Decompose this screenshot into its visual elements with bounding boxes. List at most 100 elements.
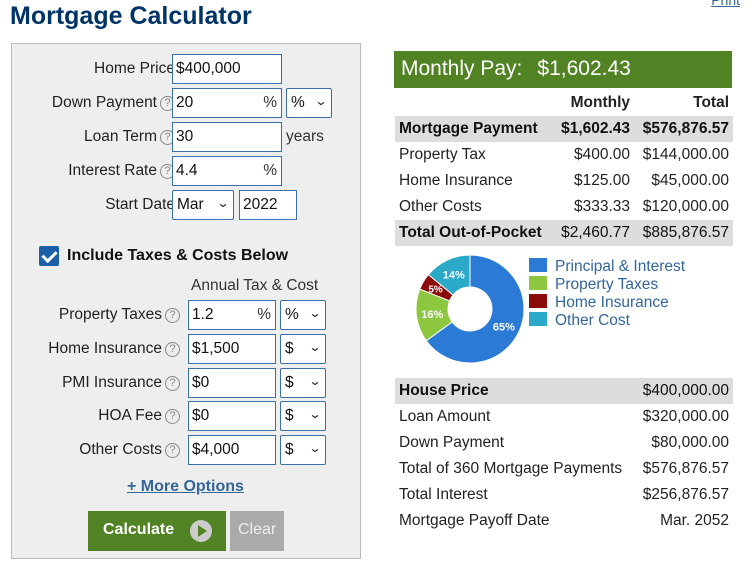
monthly-pay-value: $1,602.43 xyxy=(537,57,631,80)
print-link[interactable]: Print xyxy=(711,0,740,8)
loan-term-label: Loan Term? xyxy=(84,128,175,146)
interest-rate-input[interactable]: 4.4 % xyxy=(172,156,282,186)
legend-swatch-property-taxes xyxy=(529,276,547,290)
interest-rate-label: Interest Rate? xyxy=(68,162,175,180)
pmi-insurance-input[interactable]: $0 xyxy=(188,368,276,398)
table-row: Home Insurance $125.00 $45,000.00 xyxy=(395,168,733,194)
summary-label: House Price xyxy=(395,378,636,404)
start-year-input[interactable]: 2022 xyxy=(239,190,297,220)
start-month-select[interactable]: Mar ⌄ xyxy=(172,190,234,220)
summary-row: Mortgage Payoff Date Mar. 2052 xyxy=(395,508,733,534)
down-payment-row: Down Payment? 20 % % ⌄ xyxy=(12,88,360,118)
help-icon[interactable]: ? xyxy=(165,409,180,424)
hoa-fee-row: HOA Fee? $0 $ ⌄ xyxy=(12,401,360,431)
summary-label: Loan Amount xyxy=(399,408,491,425)
donut-slice-label: 14% xyxy=(443,270,465,282)
legend-item: Principal & Interest xyxy=(529,258,685,276)
summary-row: House Price $400,000.00 xyxy=(395,378,733,404)
help-icon[interactable]: ? xyxy=(165,443,180,458)
loan-term-value: 30 xyxy=(176,128,194,145)
hoa-fee-unit-select[interactable]: $ ⌄ xyxy=(280,401,326,431)
row-total: $45,000.00 xyxy=(651,172,729,189)
property-taxes-value: 1.2 xyxy=(192,306,214,323)
table-row: Property Tax $400.00 $144,000.00 xyxy=(395,142,733,168)
pmi-insurance-label-text: PMI Insurance xyxy=(62,374,162,391)
summary-label: Down Payment xyxy=(399,434,505,451)
pmi-insurance-unit-select[interactable]: $ ⌄ xyxy=(280,368,326,398)
row-total: $144,000.00 xyxy=(642,146,729,163)
more-options-link[interactable]: + More Options xyxy=(127,478,244,495)
home-insurance-input[interactable]: $1,500 xyxy=(188,334,276,364)
hoa-fee-label-text: HOA Fee xyxy=(98,407,162,424)
legend-label: Other Cost xyxy=(555,312,630,329)
property-taxes-input[interactable]: 1.2 % xyxy=(188,300,276,330)
other-costs-label: Other Costs? xyxy=(79,441,180,459)
legend-label: Principal & Interest xyxy=(555,258,686,275)
chart-legend: Principal & Interest Property Taxes Home… xyxy=(529,258,685,330)
column-header-monthly: Monthly xyxy=(570,94,631,111)
other-costs-value: $4,000 xyxy=(192,441,240,458)
start-date-row: Start Date Mar ⌄ 2022 xyxy=(12,190,360,220)
property-taxes-unit-select[interactable]: % ⌄ xyxy=(280,300,326,330)
row-label: Mortgage Payment xyxy=(395,116,554,142)
other-costs-unit-select[interactable]: $ ⌄ xyxy=(280,435,326,465)
help-icon[interactable]: ? xyxy=(165,376,180,391)
row-label: Property Tax xyxy=(399,146,486,163)
row-monthly: $125.00 xyxy=(574,172,631,189)
legend-swatch-home-insurance xyxy=(529,294,547,308)
down-payment-unit-select[interactable]: % ⌄ xyxy=(286,88,332,118)
row-monthly: $400.00 xyxy=(574,146,631,163)
row-total: $885,876.57 xyxy=(634,220,733,246)
down-payment-input[interactable]: 20 % xyxy=(172,88,282,118)
property-taxes-label: Property Taxes? xyxy=(59,306,180,324)
start-year-value: 2022 xyxy=(243,196,278,213)
chevron-down-icon: ⌄ xyxy=(308,407,322,421)
home-insurance-label-text: Home Insurance xyxy=(48,340,162,357)
home-insurance-value: $1,500 xyxy=(192,340,240,357)
interest-rate-row: Interest Rate? 4.4 % xyxy=(12,156,360,186)
legend-label: Property Taxes xyxy=(555,276,659,293)
help-icon[interactable]: ? xyxy=(165,308,180,323)
hoa-fee-value: $0 xyxy=(192,407,210,424)
interest-rate-value: 4.4 xyxy=(176,162,198,179)
donut-slice-label: 65% xyxy=(493,321,515,333)
help-icon[interactable]: ? xyxy=(165,342,180,357)
summary-value: $320,000.00 xyxy=(642,408,729,425)
hoa-fee-input[interactable]: $0 xyxy=(188,401,276,431)
property-taxes-label-text: Property Taxes xyxy=(58,306,162,323)
down-payment-value: 20 xyxy=(176,94,194,111)
home-insurance-row: Home Insurance? $1,500 $ ⌄ xyxy=(12,334,360,364)
clear-button[interactable]: Clear xyxy=(230,511,284,551)
hoa-fee-unit-value: $ xyxy=(285,407,294,424)
other-costs-unit-value: $ xyxy=(285,441,294,458)
percent-suffix: % xyxy=(263,162,277,179)
checkbox-checked-icon[interactable] xyxy=(39,246,59,266)
home-insurance-unit-select[interactable]: $ ⌄ xyxy=(280,334,326,364)
down-payment-label: Down Payment? xyxy=(52,94,175,112)
summary-row: Down Payment $80,000.00 xyxy=(395,430,733,456)
legend-item: Property Taxes xyxy=(529,276,685,294)
other-costs-input[interactable]: $4,000 xyxy=(188,435,276,465)
chevron-down-icon: ⌄ xyxy=(308,306,322,320)
property-taxes-row: Property Taxes? 1.2 % % ⌄ xyxy=(12,300,360,330)
home-insurance-label: Home Insurance? xyxy=(48,340,180,358)
summary-row: Total of 360 Mortgage Payments $576,876.… xyxy=(395,456,733,482)
loan-term-input[interactable]: 30 xyxy=(172,122,282,152)
row-total: $576,876.57 xyxy=(634,116,733,142)
calculate-button[interactable]: Calculate xyxy=(88,511,226,551)
home-price-input[interactable]: $400,000 xyxy=(172,54,282,84)
loan-term-unit: years xyxy=(286,128,324,145)
home-price-row: Home Price $400,000 xyxy=(12,54,360,84)
chevron-down-icon: ⌄ xyxy=(308,441,322,455)
legend-swatch-principal xyxy=(529,258,547,272)
loan-term-label-text: Loan Term xyxy=(84,128,157,145)
calculator-form-panel: Home Price $400,000 Down Payment? 20 % %… xyxy=(11,43,361,559)
property-taxes-unit-value: % xyxy=(285,306,299,323)
chevron-down-icon: ⌄ xyxy=(314,94,328,108)
loan-term-row: Loan Term? 30 years xyxy=(12,122,360,152)
play-icon xyxy=(190,520,212,542)
interest-rate-label-text: Interest Rate xyxy=(68,162,157,179)
row-label: Home Insurance xyxy=(399,172,513,189)
donut-slice-label: 16% xyxy=(421,309,443,321)
summary-label: Total of 360 Mortgage Payments xyxy=(399,460,623,477)
